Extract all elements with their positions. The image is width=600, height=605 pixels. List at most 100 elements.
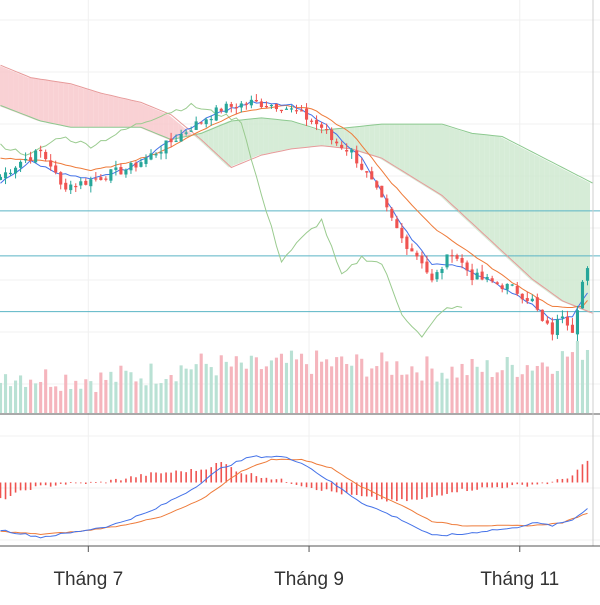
cloud-segment [283,120,289,150]
macd-pane [0,455,589,539]
candle-body [565,316,569,326]
candle-body [325,129,329,131]
cloud-segment [103,94,109,128]
volume-bar [74,380,78,413]
volume-bar [214,375,218,413]
macd-histogram-bar [305,482,308,488]
cloud-segment [83,88,89,128]
cloud-segment [8,69,14,112]
macd-histogram-bar [511,482,514,486]
cloud-segment [479,134,485,238]
candle-body [550,322,554,335]
macd-histogram-bar [431,482,433,497]
cloud-segment [474,133,480,233]
cloud-segment [258,117,264,156]
candle-body [74,185,78,188]
macd-histogram-bar [551,481,554,483]
candle-body [560,316,564,319]
macd-histogram-bar [406,482,408,502]
candle-body [320,124,324,128]
cloud-segment [233,119,239,166]
macd-histogram-bar [39,482,42,486]
candle-body [385,198,389,208]
candle-body [249,99,253,106]
macd-histogram-bar [24,482,27,491]
candle-body [405,236,409,249]
cloud-segment [374,124,380,159]
volume-bar [114,381,118,413]
span-a-line [0,105,593,184]
volume-bar [304,364,309,413]
volume-bar [585,349,590,413]
candle-body [350,149,354,153]
macd-histogram-bar [145,475,147,483]
volume-bars [0,340,590,413]
candle-body [360,163,364,170]
cloud-segment [93,91,99,128]
macd-histogram-bar [501,482,504,489]
candle-body [440,269,444,274]
candle-body [410,248,414,252]
cloud-segment [38,79,44,123]
candle-body [29,157,33,161]
macd-histogram-bar [240,473,243,483]
cloud-segment [344,127,350,149]
cloud-segment [364,125,370,156]
candle-body [395,219,399,229]
candle-body [39,149,43,152]
volume-bar [274,357,278,413]
pane-dividers [0,0,600,547]
cloud-segment [168,114,174,140]
cloud-segment [459,130,465,219]
candle-body [450,255,454,257]
volume-bar [3,374,8,413]
candle-body [234,106,238,109]
volume-bar [565,356,569,413]
cloud-segment [263,118,269,155]
volume-bar [560,351,564,413]
candle-body [194,121,198,130]
macd-histogram-bar [571,475,574,483]
cloud-segment [384,124,390,165]
cloud-segment [228,120,234,168]
volume-bar [129,372,133,413]
cloud-segment [444,125,450,205]
candle-body [540,309,544,321]
macd-histogram-bar [215,462,218,483]
macd-histogram-bar [230,467,233,483]
candle-body [169,138,173,143]
volume-bar [375,366,379,413]
candle-body [425,261,429,273]
volume-bar [204,363,208,413]
candle-body [104,178,108,180]
cloud-segment [404,124,410,177]
cloud-segment [173,118,179,139]
macd-line [0,455,588,539]
cloud-segment [203,129,209,149]
cloud-segment [273,119,279,152]
macd-histogram-bar [375,482,378,500]
macd-histogram-bar [566,478,569,483]
volume-bar [445,378,449,413]
volume-bar [400,374,404,413]
cloud-segment [309,127,315,147]
candle-body [119,167,123,175]
cloud-segment [0,66,4,108]
macd-histogram-bar [235,471,238,483]
volume-bar [154,383,158,413]
volume-bar [525,365,529,413]
macd-histogram-bar [170,472,172,483]
volume-bar [370,368,374,413]
candle-body [259,101,263,108]
volume-bar [134,381,138,413]
candle-body [79,181,83,186]
volume-bar [259,369,263,413]
candlesticks [0,94,590,342]
macd-histogram-bar [546,482,549,485]
candle-body [219,108,223,112]
candle-body [254,99,258,102]
volume-bar [179,365,183,413]
macd-histogram-bar [265,477,268,483]
x-tick-label: Tháng 11 [480,569,559,590]
cloud-segment [288,121,294,149]
